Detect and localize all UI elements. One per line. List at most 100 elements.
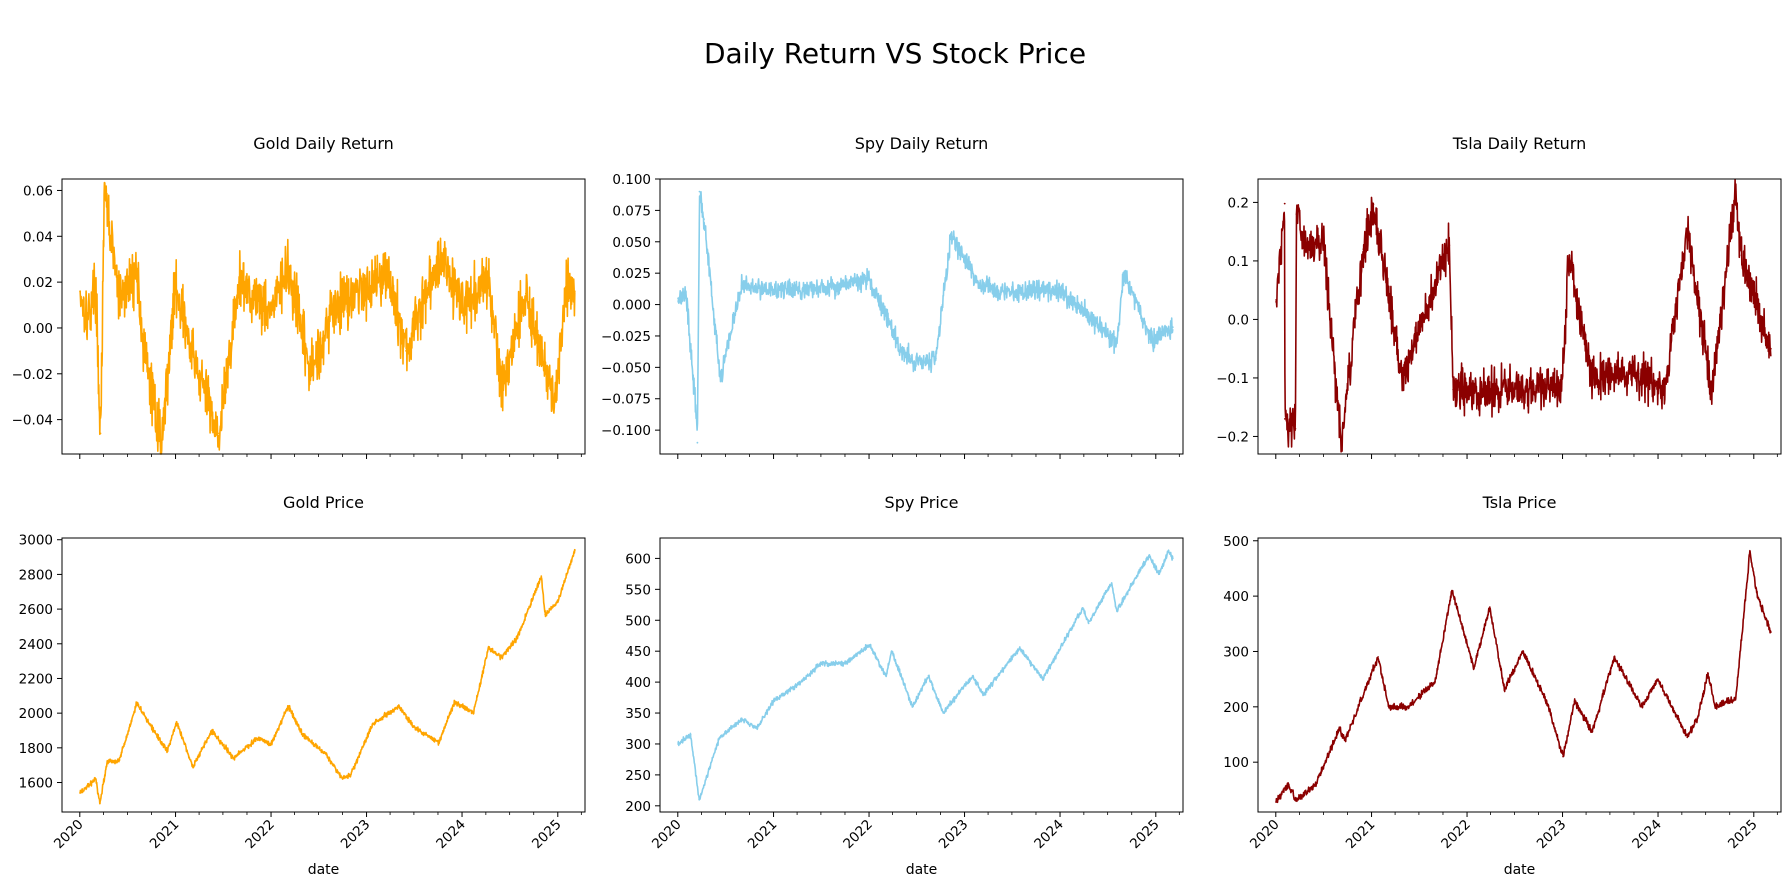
- y-tick-label: 100: [1223, 755, 1249, 771]
- data-point: [982, 693, 984, 696]
- x-axis-label: date: [906, 862, 938, 878]
- data-point: [405, 350, 407, 352]
- data-point: [397, 705, 400, 708]
- axes-frame: [659, 537, 1184, 813]
- data-point: [160, 441, 163, 444]
- data-point: [1740, 254, 1743, 256]
- y-tick-label: 0.0: [1228, 312, 1249, 328]
- y-tick-label: 0.100: [612, 172, 651, 188]
- data-point: [525, 292, 527, 295]
- data-point: [1340, 442, 1343, 444]
- data-point: [1344, 739, 1347, 741]
- data-point: [685, 291, 687, 293]
- x-axis-label: date: [308, 862, 340, 878]
- data-point: [413, 726, 415, 728]
- data-point: [1377, 656, 1379, 658]
- data-point: [1503, 689, 1506, 692]
- data-point: [500, 656, 503, 659]
- data-point: [174, 281, 177, 283]
- y-tick-label: −0.075: [601, 392, 651, 408]
- data-point: [1663, 389, 1666, 392]
- data-point: [99, 432, 102, 435]
- data-point: [1402, 377, 1404, 379]
- data-point: [719, 376, 722, 379]
- data-point: [677, 743, 679, 745]
- data-point: [756, 727, 758, 730]
- y-tick-label: 400: [625, 675, 651, 691]
- series-line: [677, 191, 1174, 431]
- data-point: [573, 549, 576, 551]
- subplot-title: Gold Daily Return: [253, 134, 394, 153]
- data-point: [487, 646, 490, 649]
- y-tick-label: −0.04: [12, 413, 53, 429]
- data-point: [540, 575, 543, 578]
- data-point: [487, 281, 490, 283]
- data-point: [1115, 610, 1118, 612]
- data-point: [677, 297, 679, 300]
- data-point: [1640, 705, 1643, 708]
- data-point: [971, 675, 974, 677]
- data-point: [942, 712, 945, 714]
- data-point: [1283, 202, 1286, 205]
- y-tick-label: 0.000: [612, 298, 651, 314]
- data-point: [544, 613, 547, 616]
- subplot-1: Gold Daily Return −0.04 −0.02 0.00 0.02 0.04 0…: [12, 134, 586, 459]
- data-point: [238, 281, 241, 283]
- data-point: [1087, 622, 1090, 625]
- data-point: [1734, 190, 1737, 193]
- data-point: [556, 601, 559, 604]
- data-point: [1573, 700, 1576, 703]
- data-point: [309, 372, 312, 375]
- data-point: [1451, 589, 1453, 592]
- data-point: [1171, 557, 1174, 560]
- data-point: [118, 299, 121, 302]
- data-point: [910, 360, 913, 362]
- y-tick-label: 1800: [19, 741, 53, 757]
- data-point: [1545, 700, 1548, 703]
- data-point: [1749, 550, 1751, 553]
- data-point: [1707, 672, 1709, 675]
- y-tick-label: 500: [1223, 534, 1249, 550]
- data-point: [1059, 288, 1061, 291]
- data-point: [1590, 375, 1592, 378]
- data-point: [885, 675, 887, 677]
- data-point: [696, 441, 699, 444]
- data-point: [1568, 254, 1571, 256]
- data-point: [1521, 650, 1524, 653]
- data-point: [1338, 728, 1341, 730]
- data-point: [694, 404, 697, 406]
- data-point: [500, 384, 503, 387]
- data-point: [1158, 573, 1160, 575]
- y-tick-label: 600: [625, 551, 651, 567]
- data-point: [1613, 656, 1616, 658]
- data-point: [950, 234, 952, 237]
- y-tick-label: 0.050: [612, 235, 651, 251]
- y-tick-label: 0.025: [612, 266, 651, 282]
- data-point: [934, 357, 937, 360]
- data-point: [1306, 248, 1309, 251]
- y-tick-label: 0.00: [23, 321, 53, 337]
- data-point: [565, 285, 567, 288]
- y-tick-label: 0.1: [1228, 254, 1249, 270]
- data-point: [99, 802, 101, 805]
- data-point: [911, 706, 914, 708]
- data-point: [1148, 554, 1150, 557]
- y-tick-label: 2800: [19, 567, 53, 583]
- data-point: [868, 278, 870, 281]
- data-point: [1769, 347, 1772, 350]
- data-point: [1294, 427, 1297, 430]
- data-point: [1322, 242, 1325, 245]
- data-point: [1151, 340, 1153, 342]
- data-point: [1734, 697, 1737, 700]
- subplot-title: Tsla Daily Return: [1452, 134, 1586, 153]
- data-point: [1018, 647, 1021, 649]
- data-point: [718, 736, 721, 739]
- y-tick-label: 300: [1223, 644, 1249, 660]
- data-point: [820, 662, 822, 665]
- subplot-title: Gold Price: [283, 493, 364, 512]
- data-point: [1295, 213, 1298, 216]
- data-point: [698, 190, 701, 193]
- data-point: [1167, 550, 1170, 552]
- data-point: [890, 650, 893, 653]
